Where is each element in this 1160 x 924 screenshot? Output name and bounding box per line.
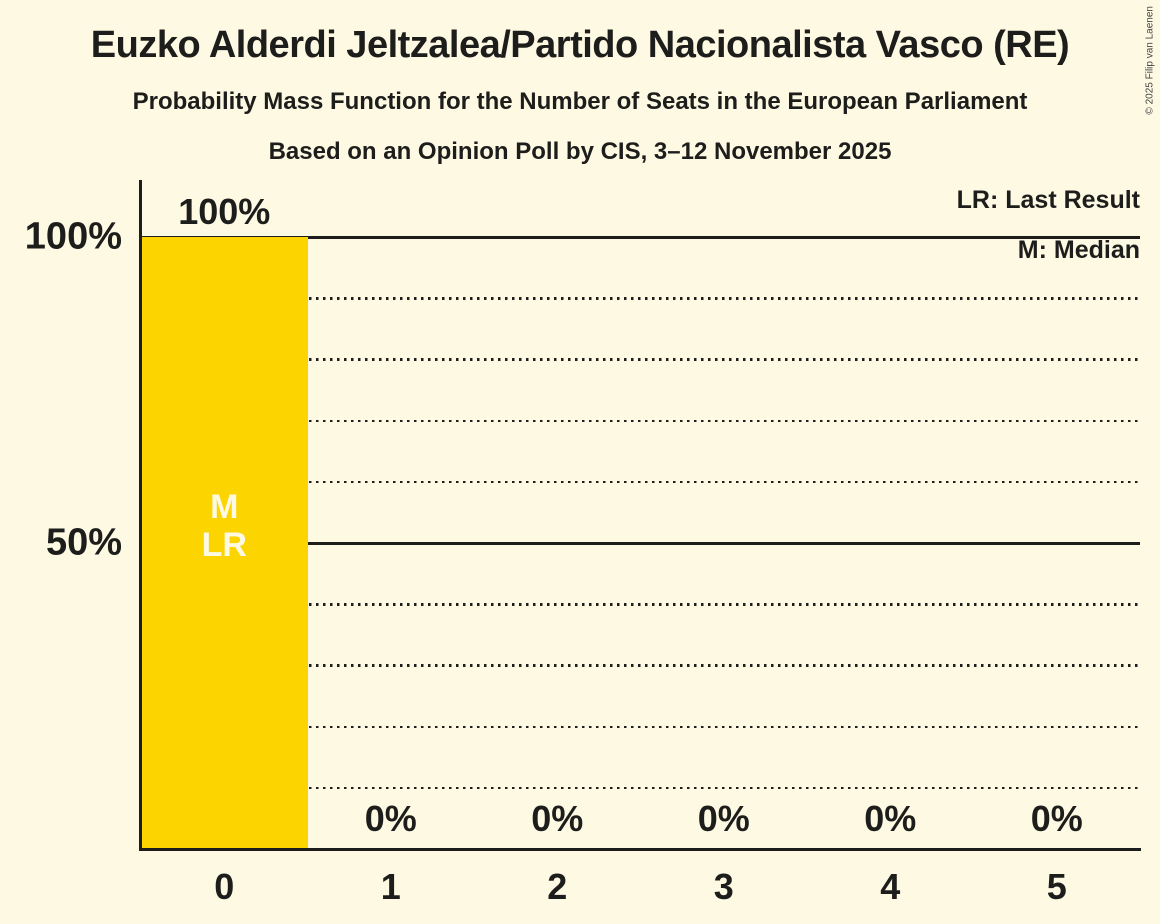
median-marker-label: M [210, 488, 239, 526]
value-label-seats-5: 0% [1030, 798, 1083, 839]
y-tick-label-100pct: 100% [24, 215, 122, 258]
value-label-seats-4: 0% [864, 798, 917, 839]
x-axis [139, 848, 1141, 851]
x-tick-label-seats-1: 1 [380, 866, 401, 907]
bar-seats-0 [141, 237, 308, 849]
gridline-dotted-20pct [141, 725, 1140, 729]
value-label-seats-2: 0% [531, 798, 584, 839]
y-tick-label-50pct: 50% [45, 521, 122, 564]
legend-median: M: Median [1017, 236, 1140, 264]
legend-last-result: LR: Last Result [956, 186, 1140, 214]
gridline-dotted-60pct [141, 480, 1140, 484]
gridline-dotted-70pct [141, 419, 1140, 423]
last-result-marker-label: LR [201, 526, 247, 564]
gridline-solid-50pct [141, 541, 1140, 545]
gridline-solid-100pct [141, 235, 1140, 239]
x-tick-label-seats-5: 5 [1046, 866, 1067, 907]
x-tick-label-seats-2: 2 [547, 866, 568, 907]
chart-subtitle: Probability Mass Function for the Number… [132, 88, 1028, 115]
value-label-seats-1: 0% [364, 798, 417, 839]
chart-title: Euzko Alderdi Jeltzalea/Partido Nacional… [90, 24, 1070, 66]
gridline-dotted-40pct [141, 603, 1140, 606]
gridline-dotted-80pct [141, 358, 1140, 361]
x-tick-label-seats-0: 0 [214, 866, 235, 907]
value-label-seats-3: 0% [697, 798, 750, 839]
y-axis [139, 180, 142, 851]
copyright-notice: © 2025 Filip van Laenen [1145, 6, 1156, 115]
value-label-seats-0: 100% [178, 191, 271, 232]
median-last-result-annotation: M LR [141, 488, 308, 564]
gridline-dotted-10pct [141, 786, 1140, 790]
chart-legend: LR: Last Result M: Median [957, 187, 1140, 263]
gridline-dotted-30pct [141, 664, 1140, 667]
x-tick-label-seats-4: 4 [880, 866, 901, 907]
gridline-dotted-90pct [141, 297, 1140, 300]
chart-poll-source: Based on an Opinion Poll by CIS, 3–12 No… [268, 138, 892, 165]
x-tick-label-seats-3: 3 [713, 866, 734, 907]
